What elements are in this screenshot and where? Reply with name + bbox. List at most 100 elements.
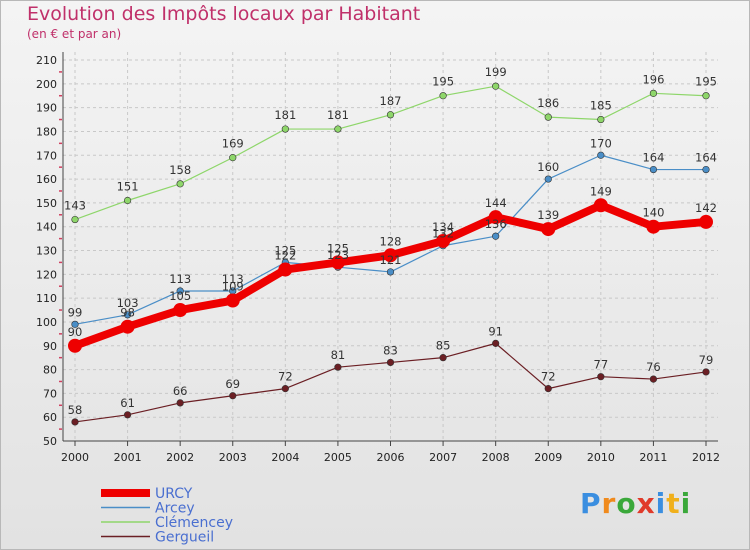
logo-letter: o — [616, 487, 637, 520]
data-label-gergueil: 83 — [383, 343, 398, 357]
data-point-clémencey — [123, 196, 132, 205]
proxiti-logo: Proxiti — [580, 487, 691, 520]
data-point-clémencey — [229, 154, 237, 162]
data-label-arcey: 132 — [432, 227, 454, 241]
x-tick-label: 2010 — [587, 451, 615, 464]
y-tick-label: 50 — [43, 435, 57, 448]
data-point-urcy — [120, 319, 135, 334]
logo-letter: i — [655, 487, 667, 520]
y-tick-label: 150 — [36, 197, 57, 210]
data-label-arcey: 103 — [117, 296, 139, 310]
data-label-arcey: 113 — [222, 272, 244, 286]
x-tick-label: 2001 — [114, 451, 142, 464]
data-label-gergueil: 77 — [594, 358, 609, 372]
y-tick-label: 120 — [36, 268, 57, 281]
x-tick-label: 2002 — [166, 451, 194, 464]
x-tick-label: 2005 — [324, 451, 352, 464]
data-point-gergueil — [597, 373, 605, 381]
data-point-arcey — [597, 151, 605, 159]
logo-letter: P — [580, 487, 602, 520]
data-label-urcy: 125 — [327, 241, 349, 255]
data-point-clémencey — [649, 89, 658, 97]
data-point-gergueil — [492, 339, 500, 347]
data-label-urcy: 122 — [274, 249, 296, 263]
data-point-gergueil — [649, 375, 658, 383]
y-tick-label: 180 — [36, 125, 57, 138]
data-label-arcey: 125 — [274, 243, 296, 257]
data-label-urcy: 128 — [380, 234, 402, 248]
data-label-urcy: 144 — [485, 196, 507, 210]
y-tick-label: 210 — [36, 54, 57, 67]
data-label-arcey: 123 — [327, 248, 349, 262]
data-label-gergueil: 69 — [225, 377, 240, 391]
data-label-gergueil: 76 — [646, 360, 661, 374]
data-label-urcy: 105 — [169, 289, 191, 303]
data-label-clémencey: 185 — [590, 99, 612, 113]
data-point-arcey — [71, 320, 79, 328]
data-point-urcy — [278, 262, 293, 277]
data-point-gergueil — [544, 385, 552, 393]
data-label-gergueil: 58 — [68, 403, 83, 417]
logo-letter: i — [680, 487, 692, 520]
data-point-clémencey — [176, 180, 184, 188]
data-label-clémencey: 196 — [642, 72, 664, 86]
grid — [63, 52, 718, 442]
data-label-clémencey: 181 — [327, 108, 349, 122]
data-label-clémencey: 199 — [485, 65, 507, 79]
data-point-urcy — [383, 248, 398, 263]
y-tick-label: 70 — [43, 387, 57, 400]
data-point-urcy — [225, 293, 240, 308]
data-label-arcey: 164 — [695, 151, 717, 165]
data-label-clémencey: 195 — [432, 75, 454, 89]
legend-label-gergueil: Gergueil — [155, 530, 214, 546]
data-point-gergueil — [123, 411, 132, 419]
data-point-clémencey — [597, 115, 605, 124]
data-label-urcy: 140 — [642, 206, 664, 220]
legend-label-arcey: Arcey — [155, 501, 195, 517]
x-tick-label: 2011 — [639, 451, 667, 464]
x-tick-label: 2006 — [377, 451, 405, 464]
data-point-gergueil — [386, 358, 395, 367]
data-point-urcy — [436, 233, 451, 248]
data-label-clémencey: 143 — [64, 199, 86, 213]
data-label-gergueil: 79 — [699, 353, 714, 367]
data-label-arcey: 170 — [590, 136, 612, 150]
data-label-gergueil: 72 — [541, 370, 556, 384]
data-point-clémencey — [544, 113, 552, 121]
data-point-gergueil — [702, 368, 710, 376]
data-point-clémencey — [702, 92, 710, 100]
series — [68, 82, 713, 426]
logo-letter: x — [636, 487, 656, 520]
data-point-gergueil — [334, 363, 342, 371]
data-point-clémencey — [439, 92, 447, 100]
data-label-urcy: 109 — [222, 280, 244, 294]
data-point-urcy — [593, 198, 608, 213]
data-label-clémencey: 195 — [695, 75, 717, 89]
data-label-gergueil: 91 — [488, 324, 503, 338]
data-label-arcey: 164 — [642, 151, 664, 165]
x-tick-label: 2009 — [534, 451, 562, 464]
x-tick-label: 2007 — [429, 451, 457, 464]
y-tick-label: 170 — [36, 149, 57, 162]
data-label-gergueil: 81 — [331, 348, 346, 362]
data-point-arcey — [123, 311, 132, 319]
y-tick-label: 190 — [36, 102, 57, 115]
data-point-arcey — [176, 287, 184, 295]
data-label-gergueil: 61 — [120, 396, 135, 410]
data-label-clémencey: 169 — [222, 137, 244, 151]
data-point-arcey — [386, 268, 395, 276]
data-point-urcy — [488, 210, 503, 225]
data-point-urcy — [646, 219, 661, 234]
x-tick-label: 2012 — [692, 451, 720, 464]
y-tick-label: 80 — [43, 364, 57, 377]
y-tick-label: 160 — [36, 173, 57, 186]
y-tick-label: 140 — [36, 221, 57, 234]
y-tick-label: 130 — [36, 245, 57, 258]
chart-subtitle: (en € et par an) — [27, 27, 122, 41]
data-point-urcy — [68, 338, 82, 353]
data-point-urcy — [699, 214, 713, 229]
x-tick-label: 2003 — [219, 451, 247, 464]
